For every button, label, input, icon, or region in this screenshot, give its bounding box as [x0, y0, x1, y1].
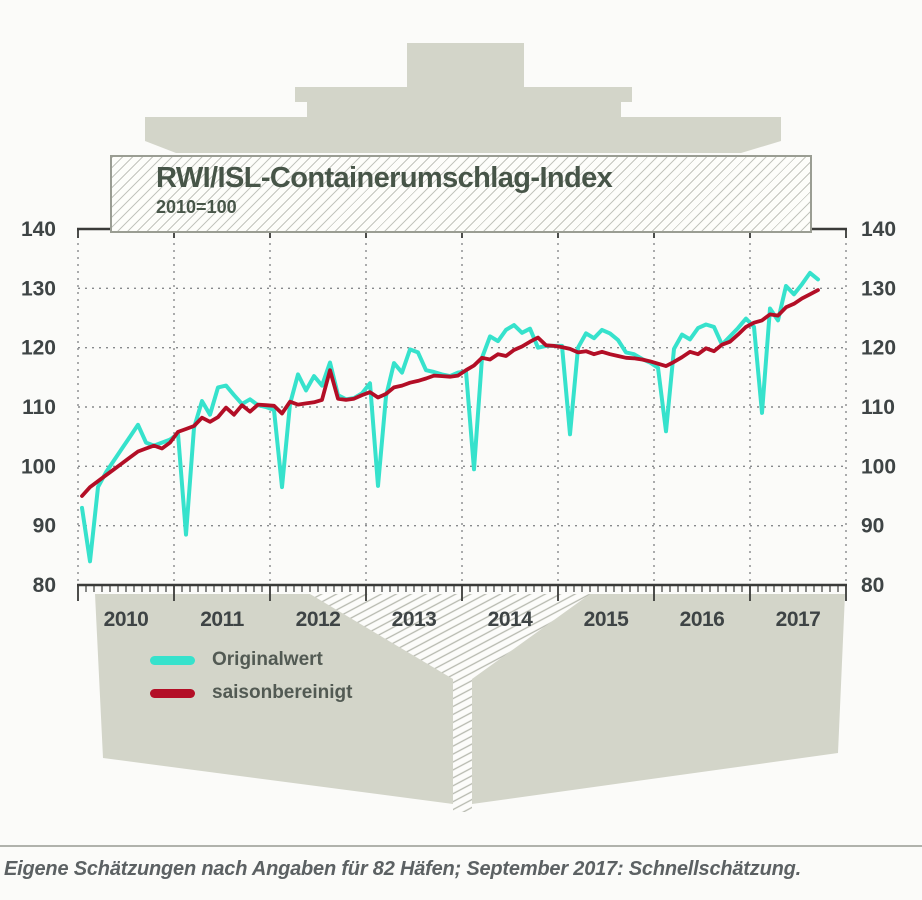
legend-label-saisonbereinigt: saisonbereinigt — [212, 682, 353, 703]
y-axis-label-left: 100 — [21, 455, 56, 478]
legend: Originalwert saisonbereinigt — [150, 649, 353, 703]
footer-divider — [0, 845, 922, 847]
legend-swatch-originalwert — [150, 655, 195, 665]
ship-superstructure — [145, 43, 781, 153]
legend-label-originalwert: Originalwert — [212, 649, 323, 670]
x-axis-year-label-2015: 2015 — [584, 608, 630, 631]
ship-bridge-ledge — [295, 87, 632, 102]
y-axis-label-right: 90 — [861, 515, 884, 538]
y-axis-label-right: 100 — [861, 455, 896, 478]
y-axis-label-right: 120 — [861, 337, 896, 360]
y-axis-label-right: 130 — [861, 277, 896, 300]
legend-item-saisonbereinigt: saisonbereinigt — [150, 682, 353, 703]
series-saisonbereinigt — [80, 288, 820, 498]
footer-source-note: Eigene Schätzungen nach Angaben für 82 H… — [4, 858, 801, 880]
x-axis-year-label-2013: 2013 — [392, 608, 437, 631]
legend-swatch-saisonbereinigt — [150, 688, 195, 698]
x-axis-year-label-2011: 2011 — [200, 608, 244, 631]
chart-plot-area: 140 140 130 130 120 120 110 110 100 100 90 90 80 80 20… — [21, 218, 896, 631]
ship-bridge-mid — [307, 101, 621, 118]
hull-bow-hatch — [310, 594, 590, 812]
y-axis-label-left: 90 — [33, 515, 56, 538]
x-axis-year-label-2014: 2014 — [488, 608, 534, 631]
y-axis-label-left: 80 — [33, 574, 56, 597]
series-originalwert — [80, 270, 820, 564]
ship-hull — [95, 594, 845, 812]
y-axis-label-right: 140 — [861, 218, 896, 241]
y-axis-label-left: 120 — [21, 337, 56, 360]
y-axis-label-right: 80 — [861, 574, 884, 597]
x-axis-year-label-2010: 2010 — [104, 608, 149, 631]
legend-item-originalwert: Originalwert — [150, 649, 352, 670]
x-axis-year-label-2017: 2017 — [776, 608, 821, 631]
x-axis-year-label-2012: 2012 — [296, 608, 341, 631]
y-axis-label-left: 130 — [21, 277, 56, 300]
y-axis-label-left: 140 — [21, 218, 56, 241]
x-axis-year-label-2016: 2016 — [680, 608, 725, 631]
y-axis-label-right: 110 — [861, 396, 895, 419]
chart-subtitle: 2010=100 — [156, 197, 237, 218]
ship-deckhouse — [145, 117, 781, 153]
y-axis-label-left: 110 — [22, 396, 56, 419]
ship-bridge-top — [407, 43, 524, 88]
chart-title: RWI/ISL-Containerumschlag-Index — [156, 162, 613, 194]
chart-title-box: RWI/ISL-Containerumschlag-Index 2010=100 — [110, 155, 812, 233]
